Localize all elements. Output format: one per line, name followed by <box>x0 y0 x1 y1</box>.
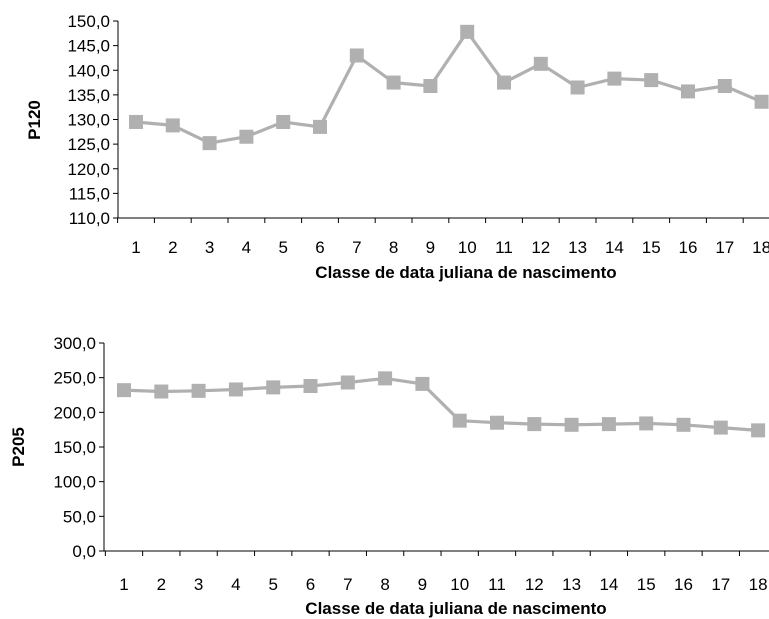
y-tick-label: 50,0 <box>63 507 96 526</box>
data-point-marker <box>154 384 169 399</box>
data-point-marker <box>349 48 364 63</box>
x-tick-label: 17 <box>715 238 734 257</box>
data-point-marker <box>570 80 585 95</box>
data-point-marker <box>129 114 143 129</box>
x-tick-label: 11 <box>495 238 513 257</box>
chart-p120: P120 Classe de data juliana de nasciment… <box>25 12 769 282</box>
data-point-marker <box>681 84 695 99</box>
series-line <box>135 30 763 145</box>
data-point-marker <box>751 423 766 438</box>
x-tick-label: 2 <box>157 575 166 594</box>
data-point-marker <box>754 94 769 109</box>
x-tick-label: 18 <box>749 575 768 594</box>
data-point-marker <box>165 118 180 133</box>
data-point-marker <box>639 416 654 431</box>
y-tick-label: 300,0 <box>53 334 96 353</box>
x-tick-label: 12 <box>525 575 544 594</box>
data-point-marker <box>303 378 318 393</box>
x-tick-label: 1 <box>131 238 140 257</box>
y-tick-label: 125,0 <box>67 135 110 154</box>
data-point-marker <box>601 417 616 432</box>
x-tick-label: 5 <box>268 575 277 594</box>
x-tick-label: 5 <box>278 238 287 257</box>
y-axis-label: P205 <box>9 427 28 467</box>
data-point-marker <box>564 417 579 432</box>
x-tick-label: 15 <box>637 575 656 594</box>
x-tick-label: 1 <box>119 575 128 594</box>
data-point-marker <box>117 383 131 398</box>
y-tick-label: 115,0 <box>69 184 110 203</box>
data-point-marker <box>490 415 504 430</box>
x-tick-label: 18 <box>752 238 769 257</box>
y-tick-label: 100,0 <box>53 473 96 492</box>
y-axis-label: P120 <box>25 100 44 140</box>
y-tick-label: 140,0 <box>67 61 110 80</box>
y-tick-label: 130,0 <box>67 111 110 130</box>
y-tick-label: 135,0 <box>67 86 110 105</box>
x-axis-label: Classe de data juliana de nascimento <box>305 599 606 618</box>
x-tick-label: 10 <box>458 238 477 257</box>
y-tick-label: 0,0 <box>72 542 96 561</box>
data-point-marker <box>191 383 206 398</box>
x-tick-label: 7 <box>343 575 352 594</box>
data-point-marker <box>644 73 659 88</box>
x-tick-label: 3 <box>205 238 214 257</box>
y-tick-label: 200,0 <box>53 403 96 422</box>
data-point-marker <box>266 380 281 395</box>
x-axis-label: Classe de data juliana de nascimento <box>315 263 616 282</box>
y-tick-label: 150,0 <box>53 438 96 457</box>
x-tick-label: 12 <box>531 238 550 257</box>
x-tick-label: 16 <box>674 575 693 594</box>
data-point-marker <box>313 119 327 134</box>
x-tick-label: 8 <box>380 575 389 594</box>
data-point-marker <box>497 75 511 90</box>
data-point-marker <box>239 129 254 144</box>
x-tick-label: 4 <box>231 575 240 594</box>
y-tick-label: 250,0 <box>53 369 96 388</box>
x-tick-label: 9 <box>418 575 427 594</box>
data-point-marker <box>527 417 542 432</box>
x-tick-label: 17 <box>711 575 730 594</box>
data-point-marker <box>415 376 430 391</box>
x-tick-label: 6 <box>315 238 324 257</box>
x-tick-label: 9 <box>426 238 435 257</box>
y-tick-label: 120,0 <box>67 160 110 179</box>
data-point-marker <box>228 382 243 397</box>
data-point-marker <box>423 79 438 94</box>
x-tick-label: 14 <box>605 238 624 257</box>
y-tick-label: 110,0 <box>69 209 110 228</box>
x-tick-label: 2 <box>168 238 177 257</box>
data-point-marker <box>452 413 467 428</box>
x-tick-label: 7 <box>352 238 361 257</box>
data-point-marker <box>533 56 548 71</box>
data-point-marker <box>276 114 291 129</box>
x-tick-label: 11 <box>488 575 506 594</box>
x-tick-label: 8 <box>389 238 398 257</box>
data-point-marker <box>378 371 393 386</box>
y-tick-label: 145,0 <box>67 37 110 56</box>
x-tick-label: 6 <box>306 575 315 594</box>
x-tick-label: 16 <box>679 238 698 257</box>
y-tick-label: 150,0 <box>67 12 110 31</box>
data-point-marker <box>340 375 355 390</box>
x-tick-label: 3 <box>194 575 203 594</box>
data-point-marker <box>713 420 728 435</box>
data-point-marker <box>676 417 691 432</box>
data-point-marker <box>386 75 401 90</box>
x-tick-label: 14 <box>599 575 618 594</box>
x-tick-label: 13 <box>568 238 587 257</box>
x-tick-label: 4 <box>242 238 251 257</box>
data-point-marker <box>717 79 732 94</box>
x-tick-label: 10 <box>450 575 469 594</box>
data-point-marker <box>460 24 475 39</box>
data-point-marker <box>607 71 622 86</box>
chart-p205: P205 Classe de data juliana de nasciment… <box>9 334 769 618</box>
series-line <box>123 376 759 432</box>
x-tick-label: 13 <box>562 575 581 594</box>
x-tick-label: 15 <box>642 238 661 257</box>
data-point-marker <box>202 136 217 151</box>
